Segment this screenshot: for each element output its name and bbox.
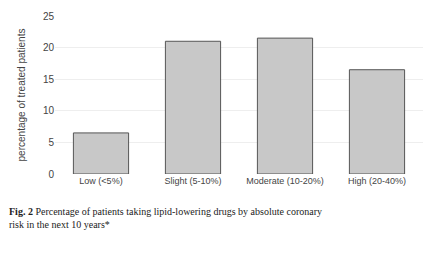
svg-text:10: 10 — [43, 105, 55, 116]
svg-text:20: 20 — [43, 42, 55, 53]
svg-text:5: 5 — [48, 137, 54, 148]
svg-text:Fig. 2 Percentage of patients: Fig. 2 Percentage of patients taking lip… — [9, 206, 322, 230]
svg-text:15: 15 — [43, 74, 55, 85]
svg-text:High (20-40%): High (20-40%) — [348, 176, 406, 186]
svg-text:0: 0 — [48, 169, 54, 180]
svg-text:percentage of treated patients: percentage of treated patients — [16, 29, 27, 162]
svg-text:25: 25 — [43, 11, 55, 22]
svg-text:Slight (5-10%): Slight (5-10%) — [164, 176, 221, 186]
svg-text:Low (<5%): Low (<5%) — [79, 176, 122, 186]
svg-text:Moderate (10-20%): Moderate (10-20%) — [246, 176, 324, 186]
